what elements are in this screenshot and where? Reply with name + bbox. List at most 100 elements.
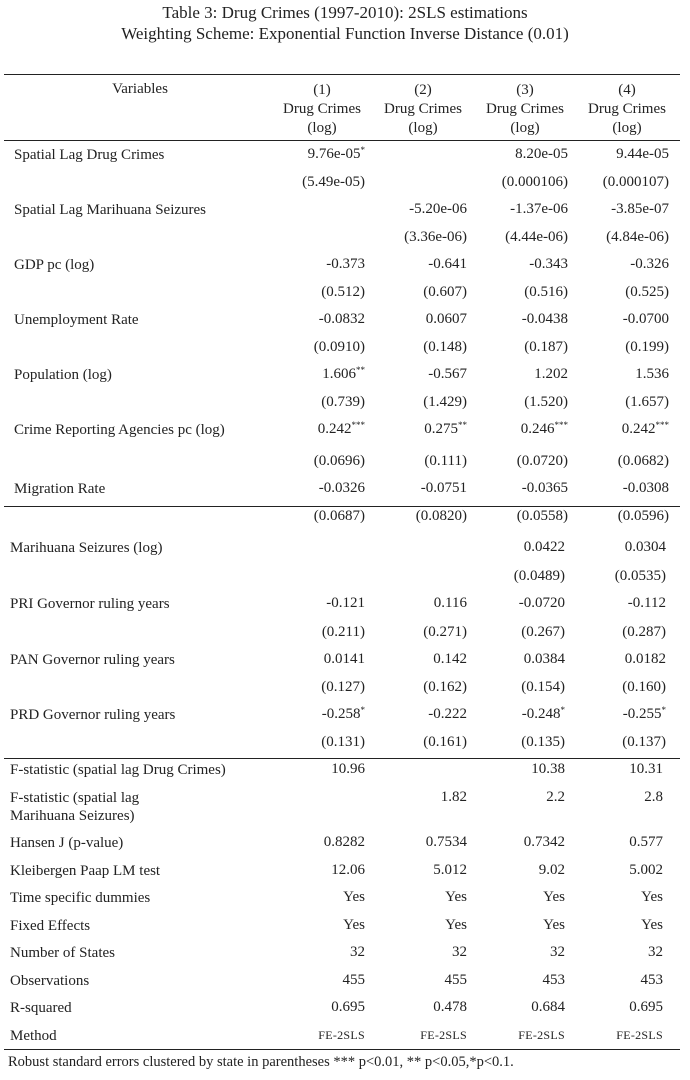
cell-col-4: 5.002	[629, 862, 663, 879]
cell-col-4: 9.44e-05	[616, 146, 669, 163]
cell-col-1: Yes	[343, 917, 365, 934]
column-header-4: (4) Drug Crimes (log)	[577, 81, 677, 138]
cell-col-3: (0.0558)	[517, 508, 568, 525]
row-label: GDP pc (log)	[14, 256, 94, 274]
cell-value: -0.326	[630, 256, 669, 272]
cell-value: 9.76e-05	[307, 146, 361, 162]
cell-value: (0.0558)	[516, 508, 568, 524]
row-label: Kleibergen Paap LM test	[10, 862, 160, 880]
cell-col-2: -0.641	[428, 256, 467, 273]
cell-col-2: FE-2SLS	[420, 1027, 467, 1044]
cell-value: -0.112	[627, 595, 666, 611]
row-label-text: GDP pc (log)	[14, 257, 95, 273]
row-label-text: R-squared	[10, 1000, 72, 1016]
cell-value: (0.267)	[521, 624, 565, 640]
cell-col-2: (0.607)	[423, 284, 467, 301]
cell-value: (0.137)	[622, 734, 666, 750]
table-row-std-error: (0.0696) (0.111) (0.0720) (0.0682)	[0, 453, 690, 473]
mid-rule	[4, 506, 680, 507]
cell-col-1: 12.06	[331, 862, 365, 879]
column-header-unit: (log)	[307, 120, 337, 136]
cell-value: 1.606	[322, 366, 356, 382]
column-header-unit: (log)	[612, 120, 642, 136]
cell-value: Yes	[343, 917, 365, 933]
cell-col-4: -3.85e-07	[611, 201, 669, 218]
row-label: Unemployment Rate	[14, 311, 139, 329]
row-label: PRD Governor ruling years	[10, 706, 175, 724]
table-row: Hansen J (p-value) 0.8282 0.7534 0.7342 0.57…	[0, 834, 690, 854]
cell-col-3: (0.154)	[521, 679, 565, 696]
cell-value: 0.0304	[624, 539, 666, 555]
cell-col-3: Yes	[543, 917, 565, 934]
stats-rule	[4, 758, 680, 759]
cell-col-4: -0.255*	[623, 706, 666, 723]
cell-value: FE-2SLS	[420, 1028, 467, 1042]
cell-col-2: 5.012	[433, 862, 467, 879]
cell-value: 10.38	[531, 761, 565, 777]
cell-value: 0.0384	[523, 651, 565, 667]
cell-col-2: -5.20e-06	[409, 201, 467, 218]
cell-col-2: -0.567	[428, 366, 467, 383]
cell-value: (0.127)	[321, 679, 365, 695]
row-label-text: Migration Rate	[14, 481, 106, 497]
cell-col-1: -0.0832	[319, 311, 365, 328]
cell-col-4: -0.0308	[623, 480, 669, 497]
footnote: Robust standard errors clustered by stat…	[8, 1054, 514, 1070]
cell-col-3: -0.248*	[522, 706, 565, 723]
table-row: Crime Reporting Agencies pc (log) 0.242**…	[0, 421, 690, 441]
cell-col-4: (0.525)	[625, 284, 669, 301]
cell-value: -0.248	[521, 706, 561, 722]
cell-value: (0.287)	[622, 624, 666, 640]
cell-value: 9.02	[538, 862, 565, 878]
cell-value: (0.154)	[521, 679, 565, 695]
row-label: Marihuana Seizures (log)	[10, 539, 162, 557]
cell-value: (0.607)	[423, 284, 467, 300]
cell-value: Yes	[641, 889, 663, 905]
table-row-std-error: (0.512) (0.607) (0.516) (0.525)	[0, 284, 690, 304]
row-label: Time specific dummies	[10, 889, 150, 907]
cell-value: 453	[640, 972, 664, 988]
table-row: Fixed Effects Yes Yes Yes Yes	[0, 917, 690, 937]
cell-value: (0.739)	[321, 394, 365, 410]
cell-col-2: (3.36e-06)	[404, 229, 467, 246]
top-rule	[4, 74, 680, 76]
cell-col-4: (0.160)	[622, 679, 666, 696]
cell-col-1: (5.49e-05)	[302, 174, 365, 191]
cell-value: (0.162)	[423, 679, 467, 695]
cell-value: 0.0182	[624, 651, 666, 667]
cell-col-3: 453	[543, 972, 566, 989]
table-row: GDP pc (log) -0.373 -0.641 -0.343 -0.326	[0, 256, 690, 276]
cell-col-4: 0.242***	[622, 421, 669, 438]
cell-value: (4.44e-06)	[505, 229, 568, 245]
row-label-text: PRI Governor ruling years	[10, 596, 170, 612]
row-label-text: Crime Reporting Agencies pc (log)	[14, 422, 225, 438]
cell-col-4: (1.657)	[625, 394, 669, 411]
table-row: Number of States 32 32 32 32	[0, 944, 690, 964]
table-row: Method FE-2SLS FE-2SLS FE-2SLS FE-2SLS	[0, 1027, 690, 1047]
row-label-text: PAN Governor ruling years	[10, 652, 175, 668]
cell-value: 453	[542, 972, 566, 988]
cell-col-4: 1.536	[635, 366, 669, 383]
column-header-1: (1) Drug Crimes (log)	[272, 81, 372, 138]
cell-col-1: -0.258*	[322, 706, 365, 723]
row-label: PAN Governor ruling years	[10, 651, 175, 669]
cell-col-2: 0.7534	[426, 834, 467, 851]
cell-col-3: -0.0438	[522, 311, 568, 328]
cell-col-4: 32	[648, 944, 663, 961]
significance-stars: *	[360, 145, 366, 155]
table-row: F-statistic (spatial lag Drug Crimes) 10.…	[0, 761, 690, 781]
cell-col-3: 9.02	[539, 862, 565, 879]
column-header-unit: (log)	[408, 120, 438, 136]
cell-col-2: (0.111)	[424, 453, 467, 470]
cell-col-3: 1.202	[534, 366, 568, 383]
cell-value: (3.36e-06)	[404, 229, 467, 245]
cell-col-1: 32	[350, 944, 365, 961]
cell-col-4: 0.0304	[625, 539, 666, 556]
row-label-text: PRD Governor ruling years	[10, 707, 176, 723]
cell-col-2: 455	[445, 972, 468, 989]
table-row: PAN Governor ruling years 0.0141 0.142 0.03…	[0, 651, 690, 671]
cell-value: -3.85e-07	[611, 201, 669, 217]
cell-value: 0.0607	[425, 311, 467, 327]
cell-value: Yes	[641, 917, 663, 933]
cell-col-3: (1.520)	[524, 394, 568, 411]
